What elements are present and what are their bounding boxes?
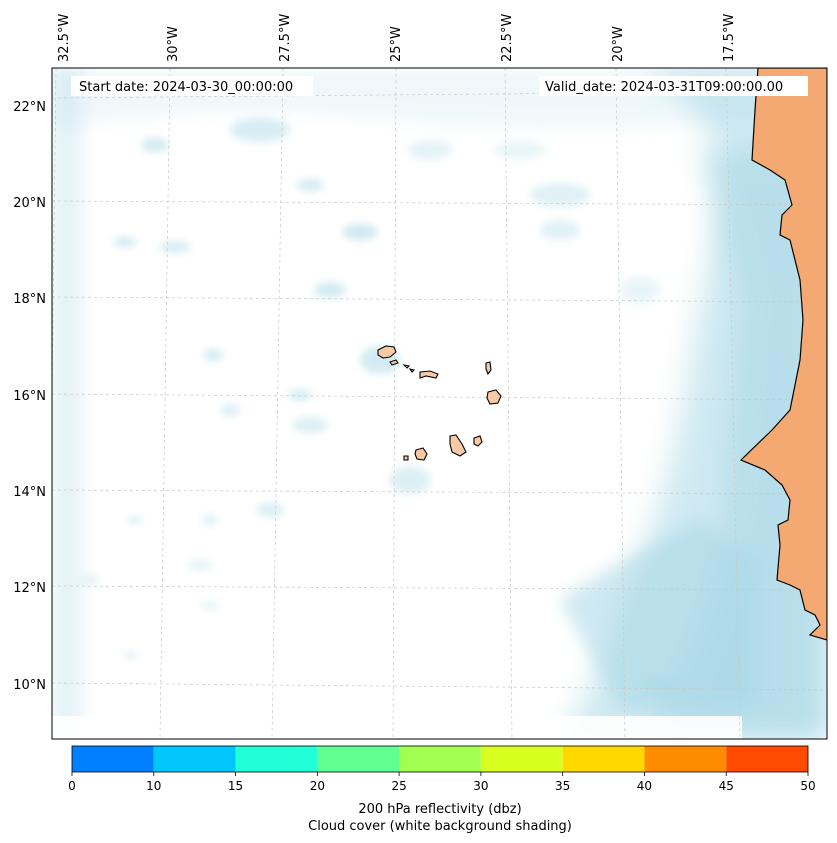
lon-label: 20°W [611, 26, 626, 62]
lon-label: 32.5°W [57, 14, 72, 62]
colorbar-tick-label: 30 [473, 779, 488, 793]
island-branco [408, 368, 416, 373]
island-santiago [449, 434, 467, 457]
map-frame [51, 67, 828, 740]
colorbar-tick-label: 20 [310, 779, 325, 793]
island-santo-antao [377, 345, 397, 359]
colorbar-tick-label: 50 [800, 779, 815, 793]
lat-label: 20°N [13, 196, 46, 211]
lon-label: 30°W [166, 26, 181, 62]
colorbar-tick-label: 25 [391, 779, 406, 793]
colorbar-tick-label: 35 [555, 779, 570, 793]
lat-label: 16°N [13, 389, 46, 404]
colorbar-frame [71, 745, 809, 773]
lon-label: 25°W [389, 26, 404, 62]
colorbar-segment [72, 746, 154, 772]
island-sao-nicolau [419, 370, 439, 379]
lat-label: 10°N [13, 678, 46, 693]
cape-verde-islands [377, 345, 502, 461]
cloud-cover-layer [52, 68, 827, 739]
colorbar-label-reflectivity: 200 hPa reflectivity (dbz) [358, 802, 521, 817]
start-date-box [71, 76, 313, 96]
lon-labels: 32.5°W 30°W 27.5°W 25°W 22.5°W 20°W 17.5… [57, 14, 737, 62]
valid-date-box [539, 76, 808, 96]
lat-label: 12°N [13, 581, 46, 596]
start-date-label: Start date: 2024-03-30_00:00:00 [79, 80, 293, 95]
island-sal [485, 361, 492, 376]
lat-labels: 22°N 20°N 18°N 16°N 14°N 12°N 10°N [13, 100, 46, 693]
valid-date-label: Valid_date: 2024-03-31T09:00:00.00 [545, 80, 783, 95]
colorbar-segment [153, 746, 236, 772]
colorbar-segment [399, 746, 481, 772]
colorbar-tick-label: 40 [637, 779, 652, 793]
lon-label: 17.5°W [722, 14, 737, 62]
colorbar: 0 10 15 20 25 30 35 40 45 50 [68, 745, 816, 793]
colorbar-segment [726, 746, 808, 772]
colorbar-label-cloud-cover: Cloud cover (white background shading) [308, 819, 572, 834]
colorbar-segment [480, 746, 563, 772]
colorbar-tick-label: 0 [68, 779, 76, 793]
lat-label: 14°N [13, 485, 46, 500]
lat-label: 22°N [13, 100, 46, 115]
island-fogo [414, 447, 428, 461]
island-sao-vicente [389, 359, 399, 366]
island-santa-luzia [402, 364, 411, 369]
colorbar-segment [562, 746, 645, 772]
colorbar-segment [644, 746, 727, 772]
island-brava [403, 455, 409, 461]
colorbar-segment [317, 746, 400, 772]
africa-coast [739, 68, 827, 641]
lon-label: 22.5°W [500, 14, 515, 62]
colorbar-tick-label: 10 [146, 779, 161, 793]
graticule [52, 68, 827, 739]
island-maio [473, 435, 483, 447]
colorbar-segment [235, 746, 318, 772]
island-boa-vista [486, 389, 502, 405]
colorbar-tick-label: 15 [228, 779, 243, 793]
colorbar-tick-label: 45 [719, 779, 734, 793]
lat-label: 18°N [13, 292, 46, 307]
lon-label: 27.5°W [278, 14, 293, 62]
